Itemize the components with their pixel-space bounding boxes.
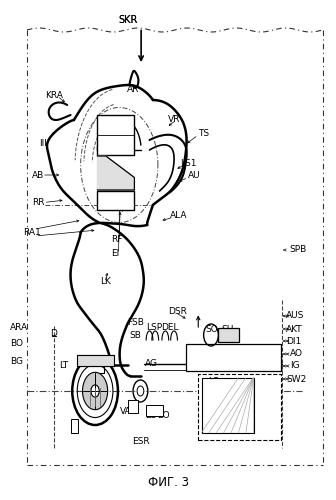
Text: EO: EO (157, 410, 170, 420)
Bar (128, 400, 138, 412)
Bar (146, 405, 163, 416)
Text: ES: ES (145, 410, 157, 420)
Circle shape (83, 372, 108, 410)
Polygon shape (97, 156, 134, 190)
Text: FRA: FRA (230, 406, 247, 416)
Text: AF: AF (234, 394, 245, 404)
Text: ESR: ESR (132, 436, 149, 446)
Text: AUS: AUS (286, 312, 305, 320)
Text: VA: VA (120, 406, 132, 416)
Text: RF: RF (111, 234, 122, 244)
Text: SPB: SPB (290, 246, 307, 254)
Text: AU: AU (187, 172, 200, 180)
Text: DSR: DSR (168, 306, 187, 316)
Circle shape (91, 385, 99, 397)
Text: LK: LK (100, 276, 111, 285)
Text: RR: RR (32, 198, 44, 207)
Text: SH: SH (222, 324, 234, 334)
Text: III: III (39, 140, 46, 148)
Bar (186, 344, 281, 371)
Text: D: D (50, 330, 56, 338)
Bar (97, 191, 134, 210)
Text: DEL: DEL (161, 323, 179, 332)
Text: ARA: ARA (10, 323, 28, 332)
Text: EI: EI (112, 250, 120, 258)
Text: TS: TS (198, 130, 209, 138)
Text: LSP: LSP (146, 323, 162, 332)
Text: KRA: KRA (45, 92, 63, 100)
Text: AKT: AKT (286, 324, 303, 334)
Text: ФИГ. 3: ФИГ. 3 (148, 476, 188, 489)
Bar (71, 418, 78, 432)
Bar (218, 328, 239, 342)
Bar (77, 355, 114, 366)
Text: LS1: LS1 (180, 160, 196, 168)
Text: AO: AO (290, 350, 303, 358)
Text: SB: SB (129, 332, 141, 340)
Text: SKR: SKR (118, 15, 137, 25)
Bar (198, 374, 281, 440)
Text: BG: BG (10, 356, 23, 366)
Text: ALA: ALA (170, 212, 187, 220)
Text: LT: LT (59, 362, 68, 370)
Text: AB: AB (32, 170, 44, 179)
Text: LS: LS (208, 376, 219, 386)
Text: IG: IG (290, 362, 299, 370)
Text: VR: VR (168, 116, 180, 124)
Text: AR: AR (127, 84, 139, 94)
Text: DI1: DI1 (286, 336, 301, 345)
Text: RA1: RA1 (24, 228, 41, 237)
Bar (97, 115, 134, 155)
Text: SW2: SW2 (286, 374, 306, 384)
Text: TRS: TRS (234, 420, 251, 430)
Text: SO: SO (205, 324, 218, 334)
Circle shape (137, 386, 144, 396)
Bar (202, 378, 254, 432)
Text: FSB: FSB (127, 318, 144, 327)
Text: SKR: SKR (118, 15, 137, 25)
Text: AG: AG (144, 360, 158, 368)
Text: BO: BO (10, 340, 23, 348)
